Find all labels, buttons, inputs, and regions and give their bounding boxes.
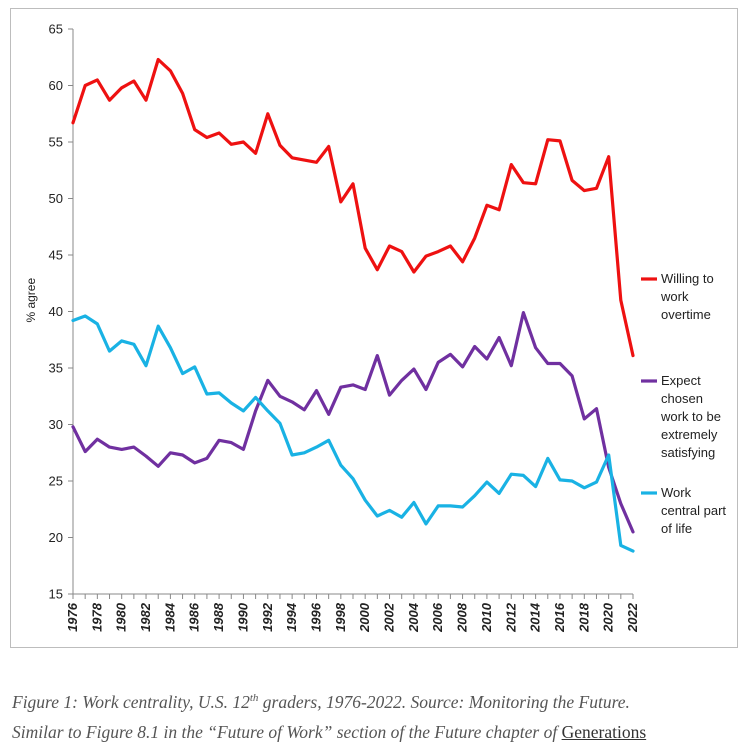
y-axis-title: % agree	[24, 278, 38, 323]
x-tick-label: 1984	[162, 602, 177, 632]
series-line-0	[71, 57, 635, 358]
y-tick-label: 15	[49, 587, 63, 602]
caption-superscript: th	[249, 692, 259, 705]
chart-frame: 15 20 25 30 35 40 45 50 55 60 65 1976 1978 1980 1982 19…	[10, 8, 738, 648]
legend-label-0: Willing to	[661, 271, 714, 286]
y-tick-label: 20	[49, 530, 63, 545]
legend-label-1: work to be	[660, 409, 721, 424]
x-tick-label: 2012	[503, 602, 518, 633]
x-tick-label: 1996	[308, 602, 323, 632]
x-tick-label: 2006	[430, 602, 445, 633]
legend-label-1: extremely	[661, 427, 718, 442]
figure-caption-line-2: Similar to Figure 8.1 in the “Future of …	[12, 720, 737, 744]
legend-label-1: satisfying	[661, 445, 715, 460]
y-tick-label: 65	[49, 22, 63, 37]
x-tick-label: 2002	[382, 602, 397, 633]
caption-text-1a: Figure 1: Work centrality, U.S. 12	[12, 692, 250, 712]
x-tick-label: 1994	[284, 602, 299, 632]
legend-label-2: of life	[661, 521, 692, 536]
legend-label-2: Work	[661, 485, 692, 500]
line-chart: 15 20 25 30 35 40 45 50 55 60 65 1976 1978 1980 1982 19…	[24, 22, 726, 633]
generations-link[interactable]: Generations	[561, 722, 647, 742]
legend-label-1: chosen	[661, 391, 703, 406]
legend-label-2: central part	[661, 503, 726, 518]
legend-label-0: overtime	[661, 307, 711, 322]
x-tick-label: 2016	[552, 602, 567, 633]
x-tick-label: 1998	[333, 602, 348, 632]
x-tick-label: 1976	[65, 602, 80, 632]
x-tick-label: 2004	[406, 602, 421, 633]
x-tick-label: 2014	[528, 602, 543, 633]
y-tick-label: 35	[49, 361, 63, 376]
legend-label-1: Expect	[661, 373, 701, 388]
x-tick-label: 2020	[601, 602, 616, 633]
y-tick-label: 45	[49, 248, 63, 263]
legend-label-0: work	[660, 289, 689, 304]
x-tick-label: 2000	[357, 602, 372, 633]
caption-text-2a: Similar to Figure 8.1 in the “Future of …	[12, 722, 562, 742]
y-tick-label: 25	[49, 474, 63, 489]
x-tick-label: 1988	[211, 602, 226, 632]
y-tick-label: 30	[49, 417, 63, 432]
x-tick-label: 1980	[114, 602, 129, 632]
y-tick-label: 40	[49, 304, 63, 319]
x-tick-label: 1978	[89, 602, 104, 632]
x-tick-label: 2022	[625, 602, 640, 633]
caption-text-1b: graders, 1976-2022. Source: Monitoring t…	[258, 692, 630, 712]
x-tick-label: 1986	[187, 602, 202, 632]
x-tick-label: 2018	[576, 602, 591, 633]
x-tick-label: 1982	[138, 602, 153, 632]
x-tick-label: 2008	[455, 602, 470, 633]
series-line-1	[71, 311, 635, 534]
x-tick-label: 2010	[479, 602, 494, 633]
series-line-2	[71, 314, 635, 553]
y-tick-label: 60	[49, 78, 63, 93]
figure-caption-line-1: Figure 1: Work centrality, U.S. 12th gra…	[12, 690, 737, 714]
x-tick-label: 1992	[260, 602, 275, 632]
y-tick-label: 55	[49, 135, 63, 150]
y-tick-label: 50	[49, 191, 63, 206]
x-tick-label: 1990	[235, 602, 250, 632]
